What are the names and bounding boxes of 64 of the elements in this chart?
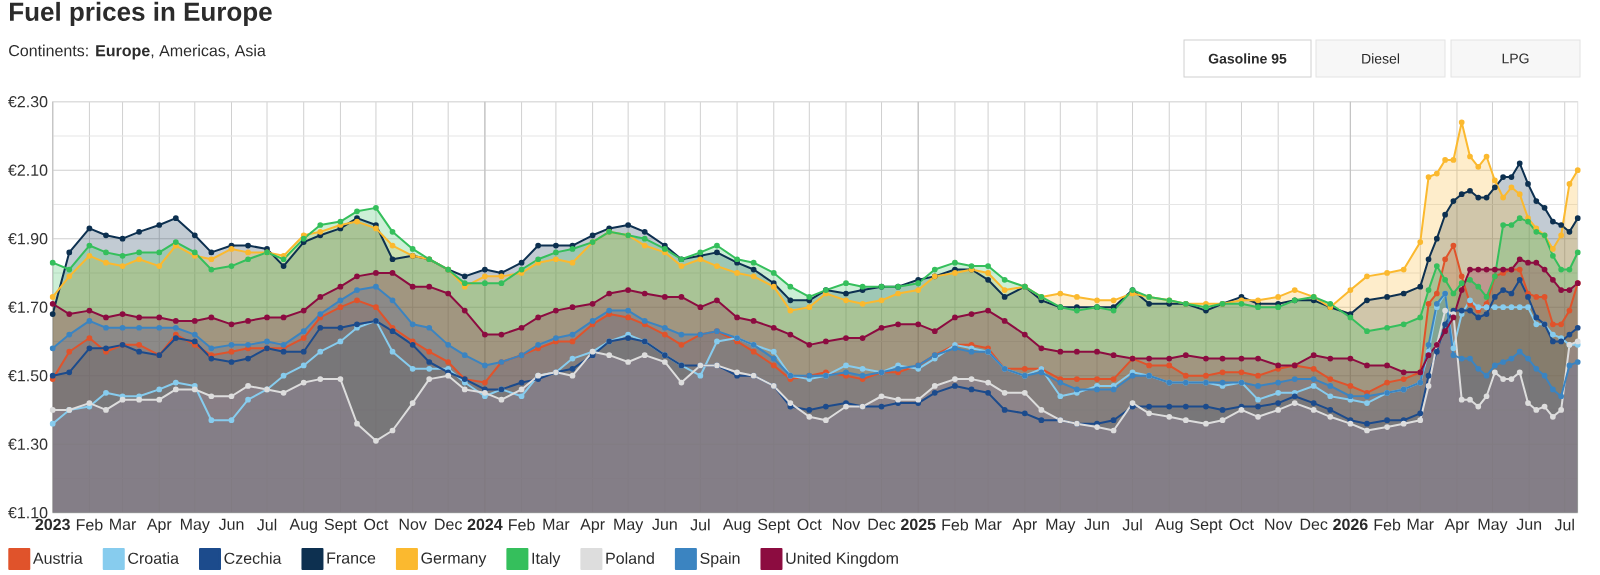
legend-label: United Kingdom — [786, 552, 898, 568]
text: LPG — [1502, 53, 1529, 64]
x-tick-label: Jun — [218, 518, 244, 530]
y-tick-label: €1.70 — [8, 301, 48, 313]
x-tick-label: Oct — [797, 518, 822, 531]
legend-label: Poland — [606, 552, 654, 564]
text: Gasoline 95 — [1208, 53, 1287, 64]
x-tick-label: Jun — [1516, 518, 1542, 530]
y-tick-label: €2.30 — [8, 96, 48, 108]
x-tick-label: Apr — [1444, 518, 1470, 534]
x-tick-label: 2023 — [35, 518, 70, 531]
x-tick-label: May — [1478, 518, 1508, 534]
y-tick-label: €2.10 — [8, 164, 48, 176]
x-tick-label: Oct — [1229, 518, 1254, 531]
y-tick-label: €1.50 — [8, 370, 48, 382]
x-tick-label: May — [180, 518, 210, 534]
legend-label: Austria — [32, 552, 83, 564]
x-tick-label: 2026 — [1333, 518, 1368, 531]
y-tick-label: €1.10 — [8, 507, 48, 519]
x-tick-label: Dec — [435, 518, 462, 530]
legend-label: Italy — [532, 552, 561, 568]
x-tick-label: Sept — [324, 518, 357, 534]
x-tick-label: Feb — [1374, 518, 1401, 531]
x-tick-label: Jul — [690, 518, 710, 531]
legend-label: Czechia — [224, 552, 282, 564]
x-tick-label: Jun — [1084, 518, 1109, 530]
x-tick-label: Nov — [833, 518, 861, 530]
x-tick-label: Oct — [364, 518, 389, 531]
x-tick-label: Feb — [76, 518, 103, 531]
legend-label: Croatia — [128, 552, 179, 564]
x-tick-label: Sept — [758, 518, 791, 534]
x-tick-label: Apr — [146, 518, 172, 534]
x-tick-label: Mar — [543, 518, 570, 530]
x-tick-label: May — [1046, 518, 1076, 534]
text: Diesel — [1362, 53, 1400, 64]
x-tick-label: Nov — [399, 518, 427, 530]
legend-label: France — [327, 552, 376, 564]
x-tick-label: Dec — [868, 518, 896, 530]
x-tick-label: Sept — [1190, 518, 1223, 534]
legend-label: Spain — [700, 552, 740, 568]
x-tick-label: Nov — [1265, 518, 1293, 530]
x-tick-label: Jul — [1122, 518, 1142, 531]
x-tick-label: Aug — [722, 518, 751, 534]
y-tick-label: €1.30 — [8, 438, 48, 450]
x-tick-label: Apr — [580, 518, 605, 534]
x-tick-label: Aug — [1155, 518, 1183, 534]
x-tick-label: Dec — [1300, 518, 1328, 530]
legend-label: Germany — [421, 552, 487, 567]
x-tick-label: 2024 — [467, 518, 503, 531]
x-tick-label: Apr — [1012, 518, 1037, 534]
x-tick-label: Aug — [289, 518, 317, 534]
x-tick-label: Mar — [975, 518, 1002, 530]
x-tick-label: May — [614, 518, 644, 534]
chart-title: Fuel prices in Europe — [10, 1, 272, 27]
x-tick-label: Jul — [257, 518, 277, 531]
chart-subtitle: Continents: Europe, Americas, Asia — [9, 44, 266, 60]
y-tick-label: €1.90 — [8, 233, 48, 245]
x-tick-label: Jun — [652, 518, 677, 530]
x-tick-label: Mar — [110, 518, 137, 530]
x-tick-label: Mar — [1407, 518, 1434, 530]
x-tick-label: Feb — [509, 518, 535, 531]
x-tick-label: Feb — [942, 518, 969, 531]
x-tick-label: Jul — [1554, 518, 1574, 531]
x-tick-label: 2025 — [901, 518, 936, 531]
